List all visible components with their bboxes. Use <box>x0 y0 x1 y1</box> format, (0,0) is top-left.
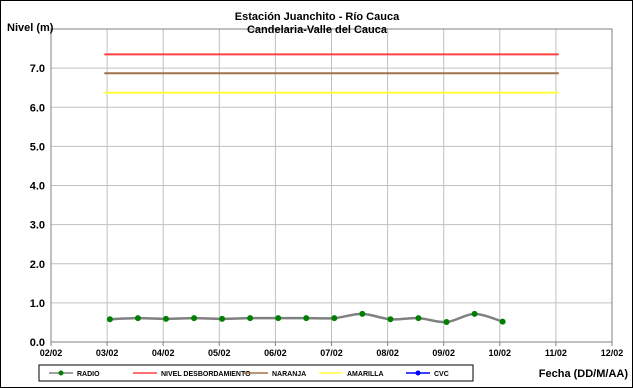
radio-data-point <box>303 315 310 322</box>
radio-data-point <box>443 319 450 326</box>
y-tick-label: 0.0 <box>30 337 45 349</box>
y-tick-label: 7.0 <box>30 63 45 75</box>
radio-data-point <box>163 315 170 322</box>
x-tick-label: 06/02 <box>264 348 287 358</box>
x-tick-label: 02/02 <box>40 348 63 358</box>
series-layer <box>106 310 506 326</box>
legend-label: CVC <box>434 371 449 378</box>
radio-data-point <box>219 315 226 322</box>
x-tick-label: 12/02 <box>601 348 624 358</box>
grid <box>51 29 612 342</box>
reference-lines <box>104 53 559 94</box>
x-tick-label: 08/02 <box>376 348 399 358</box>
radio-data-point <box>415 315 422 322</box>
radio-data-point <box>247 315 254 322</box>
x-tick-label: 10/02 <box>489 348 512 358</box>
x-tick-label: 03/02 <box>96 348 119 358</box>
legend-label: RADIO <box>77 371 100 378</box>
legend-label: NARANJA <box>272 371 306 378</box>
radio-data-point <box>359 310 366 317</box>
x-tick-label: 05/02 <box>208 348 231 358</box>
radio-data-point <box>387 316 394 323</box>
x-tick-label: 04/02 <box>152 348 175 358</box>
legend: RADIO NIVEL DESBORDAMIENTO NARANJA AMARILLA… <box>38 364 474 382</box>
axes: 0.0 1.0 2.0 3.0 4.0 5.0 6.0 7.0 02/02 03/02 04/02 0… <box>30 28 624 358</box>
legend-marker <box>58 370 64 376</box>
y-tick-label: 4.0 <box>30 181 45 193</box>
y-axis-title: Nivel (m) <box>7 22 54 34</box>
y-tick-label: 6.0 <box>30 102 45 114</box>
radio-data-point <box>191 315 198 322</box>
x-tick-label: 11/02 <box>545 348 567 358</box>
radio-data-point <box>331 315 338 322</box>
radio-data-point <box>499 318 506 325</box>
legend-marker <box>415 370 421 376</box>
y-tick-label: 1.0 <box>30 298 45 310</box>
legend-label: AMARILLA <box>347 371 384 378</box>
x-tick-label: 07/02 <box>320 348 343 358</box>
chart-subtitle: Candelaria-Valle del Cauca <box>247 24 388 36</box>
x-axis-title: Fecha (DD/M/AA) <box>539 368 629 380</box>
y-tick-label: 5.0 <box>30 141 45 153</box>
y-tick-label: 3.0 <box>30 220 45 232</box>
radio-data-point <box>106 316 113 323</box>
radio-data-point <box>471 310 478 317</box>
x-tick-label: 09/02 <box>432 348 455 358</box>
chart-title: Estación Juanchito - Río Cauca <box>235 11 400 23</box>
legend-label: NIVEL DESBORDAMIENTO <box>161 371 251 378</box>
radio-data-point <box>134 315 141 322</box>
radio-data-point <box>275 315 282 322</box>
y-tick-label: 2.0 <box>30 259 45 271</box>
